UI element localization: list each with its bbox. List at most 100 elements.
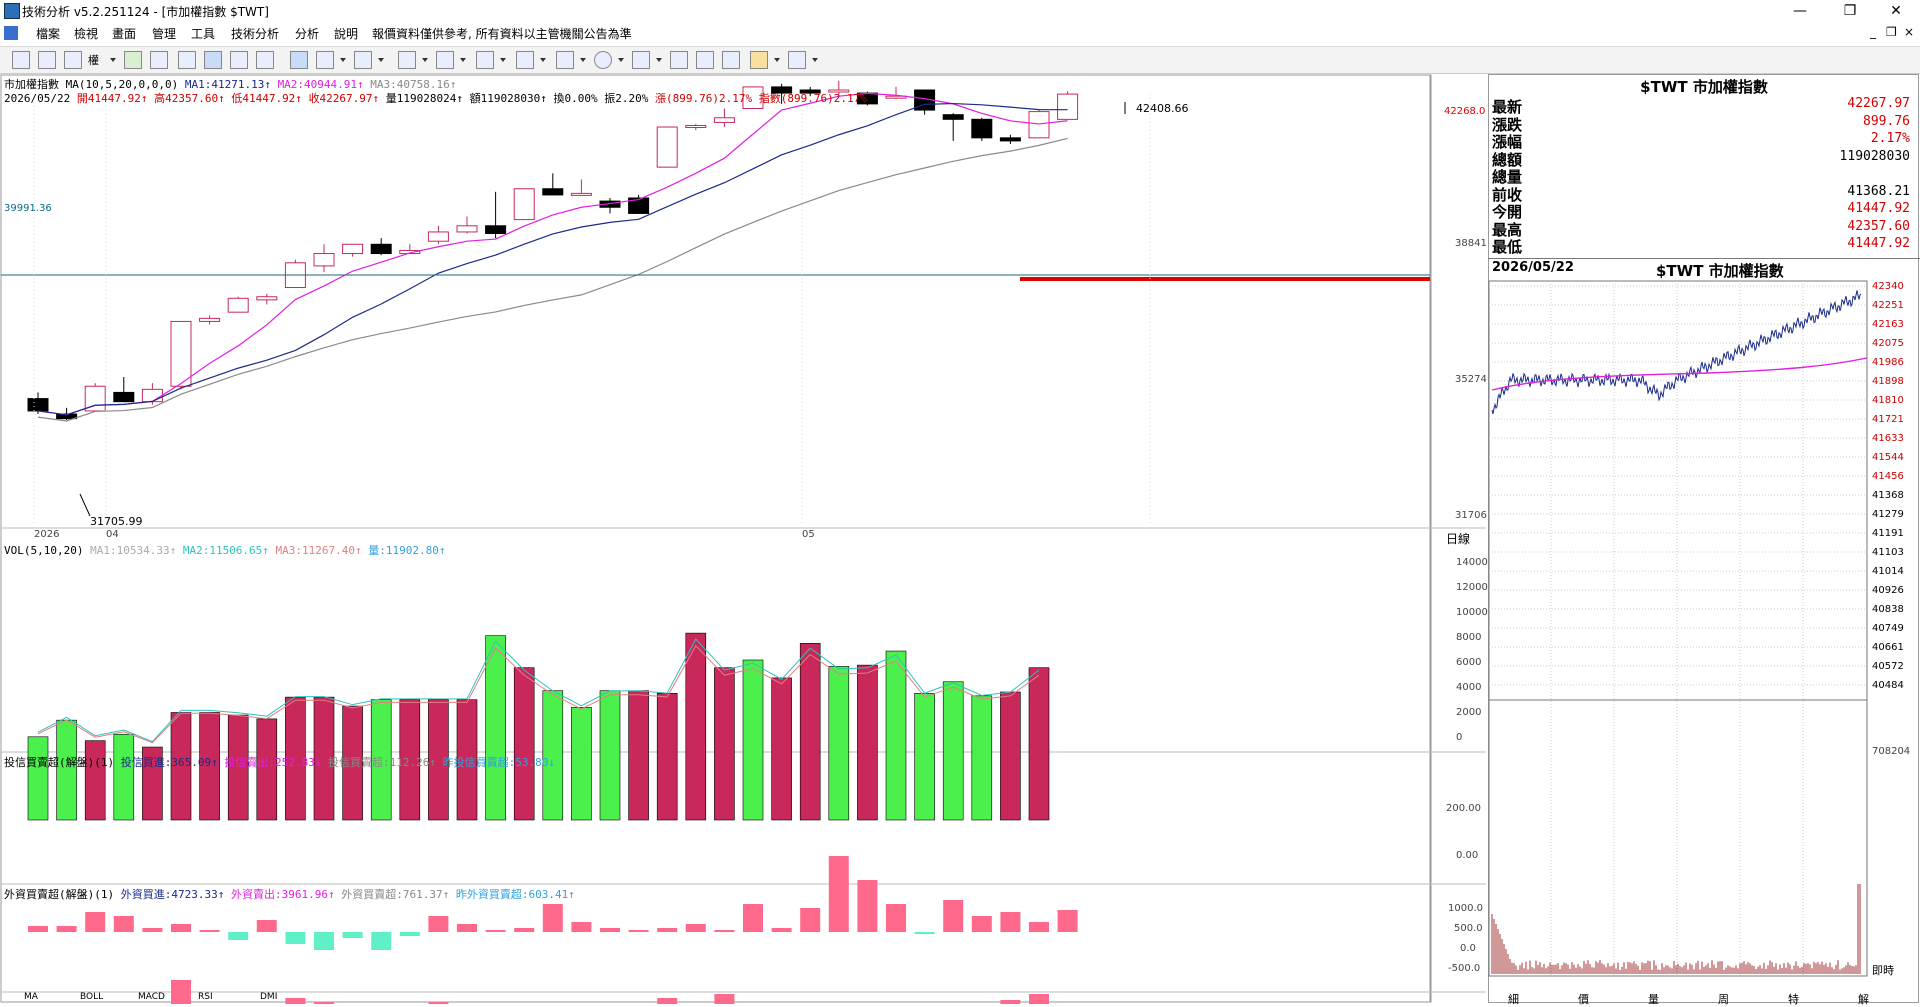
intraday-tab[interactable]: 細 xyxy=(1508,991,1519,1007)
foreign-bar xyxy=(714,994,734,1004)
intraday-axis-label: 41721 xyxy=(1872,414,1904,425)
rect-tool-icon[interactable] xyxy=(556,51,574,69)
chevron-down-icon[interactable] xyxy=(656,58,662,62)
quote-row: 最高 42357.60 xyxy=(1492,219,1916,237)
chevron-down-icon[interactable] xyxy=(540,58,546,62)
eraser-icon[interactable] xyxy=(670,51,688,69)
tab-boll[interactable]: BOLL xyxy=(80,992,103,1004)
line-tool-icon[interactable] xyxy=(316,51,334,69)
inv-bar xyxy=(629,930,649,932)
chevron-down-icon[interactable] xyxy=(110,58,116,62)
hline-tool-icon[interactable] xyxy=(354,51,372,69)
app-icon xyxy=(4,3,20,19)
copy-icon[interactable] xyxy=(696,51,714,69)
tab-macd[interactable]: MACD xyxy=(138,992,165,1004)
intraday-chart[interactable] xyxy=(1488,280,1920,980)
layout-icon[interactable] xyxy=(230,51,248,69)
chevron-down-icon[interactable] xyxy=(378,58,384,62)
minimize-icon[interactable]: — xyxy=(1780,0,1820,22)
intraday-axis-label: 40749 xyxy=(1872,623,1904,634)
text-tool-icon[interactable] xyxy=(632,51,650,69)
save-icon[interactable] xyxy=(788,51,806,69)
inv-bar xyxy=(486,930,506,932)
menu-tools[interactable]: 工具 xyxy=(191,25,215,42)
pointer-icon[interactable] xyxy=(290,51,308,69)
chevron-down-icon[interactable] xyxy=(500,58,506,62)
channel-tool-icon[interactable] xyxy=(516,51,534,69)
restore-icon[interactable]: ❐ xyxy=(1830,0,1870,22)
grid-icon[interactable] xyxy=(64,51,82,69)
menu-manage[interactable]: 管理 xyxy=(152,25,176,42)
list-icon[interactable] xyxy=(12,51,30,69)
fib-tool-icon[interactable] xyxy=(476,51,494,69)
menu-tech-analysis[interactable]: 技術分析 xyxy=(231,25,279,42)
close-chart-icon[interactable] xyxy=(150,51,168,69)
volume-bar xyxy=(772,678,792,820)
menu-analysis[interactable]: 分析 xyxy=(295,25,319,42)
fan-tool-icon[interactable] xyxy=(436,51,454,69)
quote-row: 總量 xyxy=(1492,166,1916,184)
ref-line-label: 39991.36 xyxy=(4,203,52,214)
intraday-tab[interactable]: 量 xyxy=(1648,991,1659,1007)
inv-axis-label: 0.00 xyxy=(1456,850,1478,861)
weight-label[interactable]: 權 xyxy=(88,52,99,68)
intraday-tab[interactable]: 解 xyxy=(1858,991,1869,1007)
chevron-down-icon[interactable] xyxy=(618,58,624,62)
ohlc-amt: 額119028030↑ xyxy=(470,92,547,105)
volume-bar xyxy=(1029,668,1049,820)
inv-bar xyxy=(943,900,963,932)
ohlc-legend: 2026/05/22 開41447.92↑ 高42357.60↑ 低41447.… xyxy=(4,90,867,106)
inv-bar xyxy=(171,924,191,932)
inv-bar xyxy=(1029,922,1049,932)
palette-icon[interactable] xyxy=(750,51,768,69)
print-icon[interactable] xyxy=(256,51,274,69)
chevron-down-icon[interactable] xyxy=(774,58,780,62)
ohlc-low: 低41447.92↑ xyxy=(231,92,302,105)
intraday-tab[interactable]: 價 xyxy=(1578,991,1589,1007)
foreign-sell: 外資賣出:3961.96↑ xyxy=(231,888,335,901)
tab-dmi[interactable]: DMI xyxy=(260,992,277,1004)
close-icon[interactable]: ✕ xyxy=(1876,0,1916,22)
inv-bar xyxy=(972,916,992,932)
menu-screen[interactable]: 畫面 xyxy=(112,25,136,42)
period-label[interactable]: 日線 xyxy=(1446,530,1470,547)
child-minimize-icon[interactable]: _ xyxy=(1870,25,1876,39)
price-axis-label: 31706 xyxy=(1455,510,1487,521)
chevron-down-icon[interactable] xyxy=(580,58,586,62)
volume-bar xyxy=(800,643,820,820)
intraday-tab[interactable]: 周 xyxy=(1718,991,1729,1007)
tab-ma[interactable]: MA xyxy=(24,992,38,1004)
quote-row: 今開 41447.92 xyxy=(1492,201,1916,219)
volume-bar xyxy=(972,696,992,820)
foreign-axis-label: 1000.0 xyxy=(1448,903,1483,914)
ellipse-tool-icon[interactable] xyxy=(594,51,612,69)
excel-icon[interactable] xyxy=(124,51,142,69)
foreign-axis-label: -500.0 xyxy=(1448,963,1480,974)
chevron-down-icon[interactable] xyxy=(340,58,346,62)
paste-icon[interactable] xyxy=(722,51,740,69)
child-close-icon[interactable]: × xyxy=(1904,25,1914,39)
quote-row: 最低 41447.92 xyxy=(1492,236,1916,254)
chart-icon[interactable] xyxy=(204,51,222,69)
volume-bar xyxy=(28,737,48,820)
ohlc-open: 開41447.92↑ xyxy=(77,92,148,105)
vline-tool-icon[interactable] xyxy=(398,51,416,69)
child-restore-icon[interactable]: ❐ xyxy=(1886,25,1897,39)
intraday-tab[interactable]: 特 xyxy=(1788,991,1799,1007)
volume-bar xyxy=(114,734,134,820)
chevron-down-icon[interactable] xyxy=(460,58,466,62)
crosshair-icon[interactable] xyxy=(38,51,56,69)
candle-body xyxy=(486,226,506,234)
menu-help[interactable]: 說明 xyxy=(334,25,358,42)
menu-file[interactable]: 檔案 xyxy=(36,25,60,42)
vol-axis-label: 14000 xyxy=(1456,557,1488,568)
main-chart-area[interactable] xyxy=(0,74,1488,1004)
chevron-down-icon[interactable] xyxy=(812,58,818,62)
title-bar: 技術分析 v5.2.251124 - [市加權指數 $TWT] — ❐ ✕ xyxy=(0,0,1920,23)
chevron-down-icon[interactable] xyxy=(422,58,428,62)
menu-view[interactable]: 檢視 xyxy=(74,25,98,42)
inv-bar xyxy=(428,916,448,932)
window-icon[interactable] xyxy=(178,51,196,69)
low-annotation: 31705.99 xyxy=(90,515,143,528)
tab-rsi[interactable]: RSI xyxy=(198,992,213,1004)
